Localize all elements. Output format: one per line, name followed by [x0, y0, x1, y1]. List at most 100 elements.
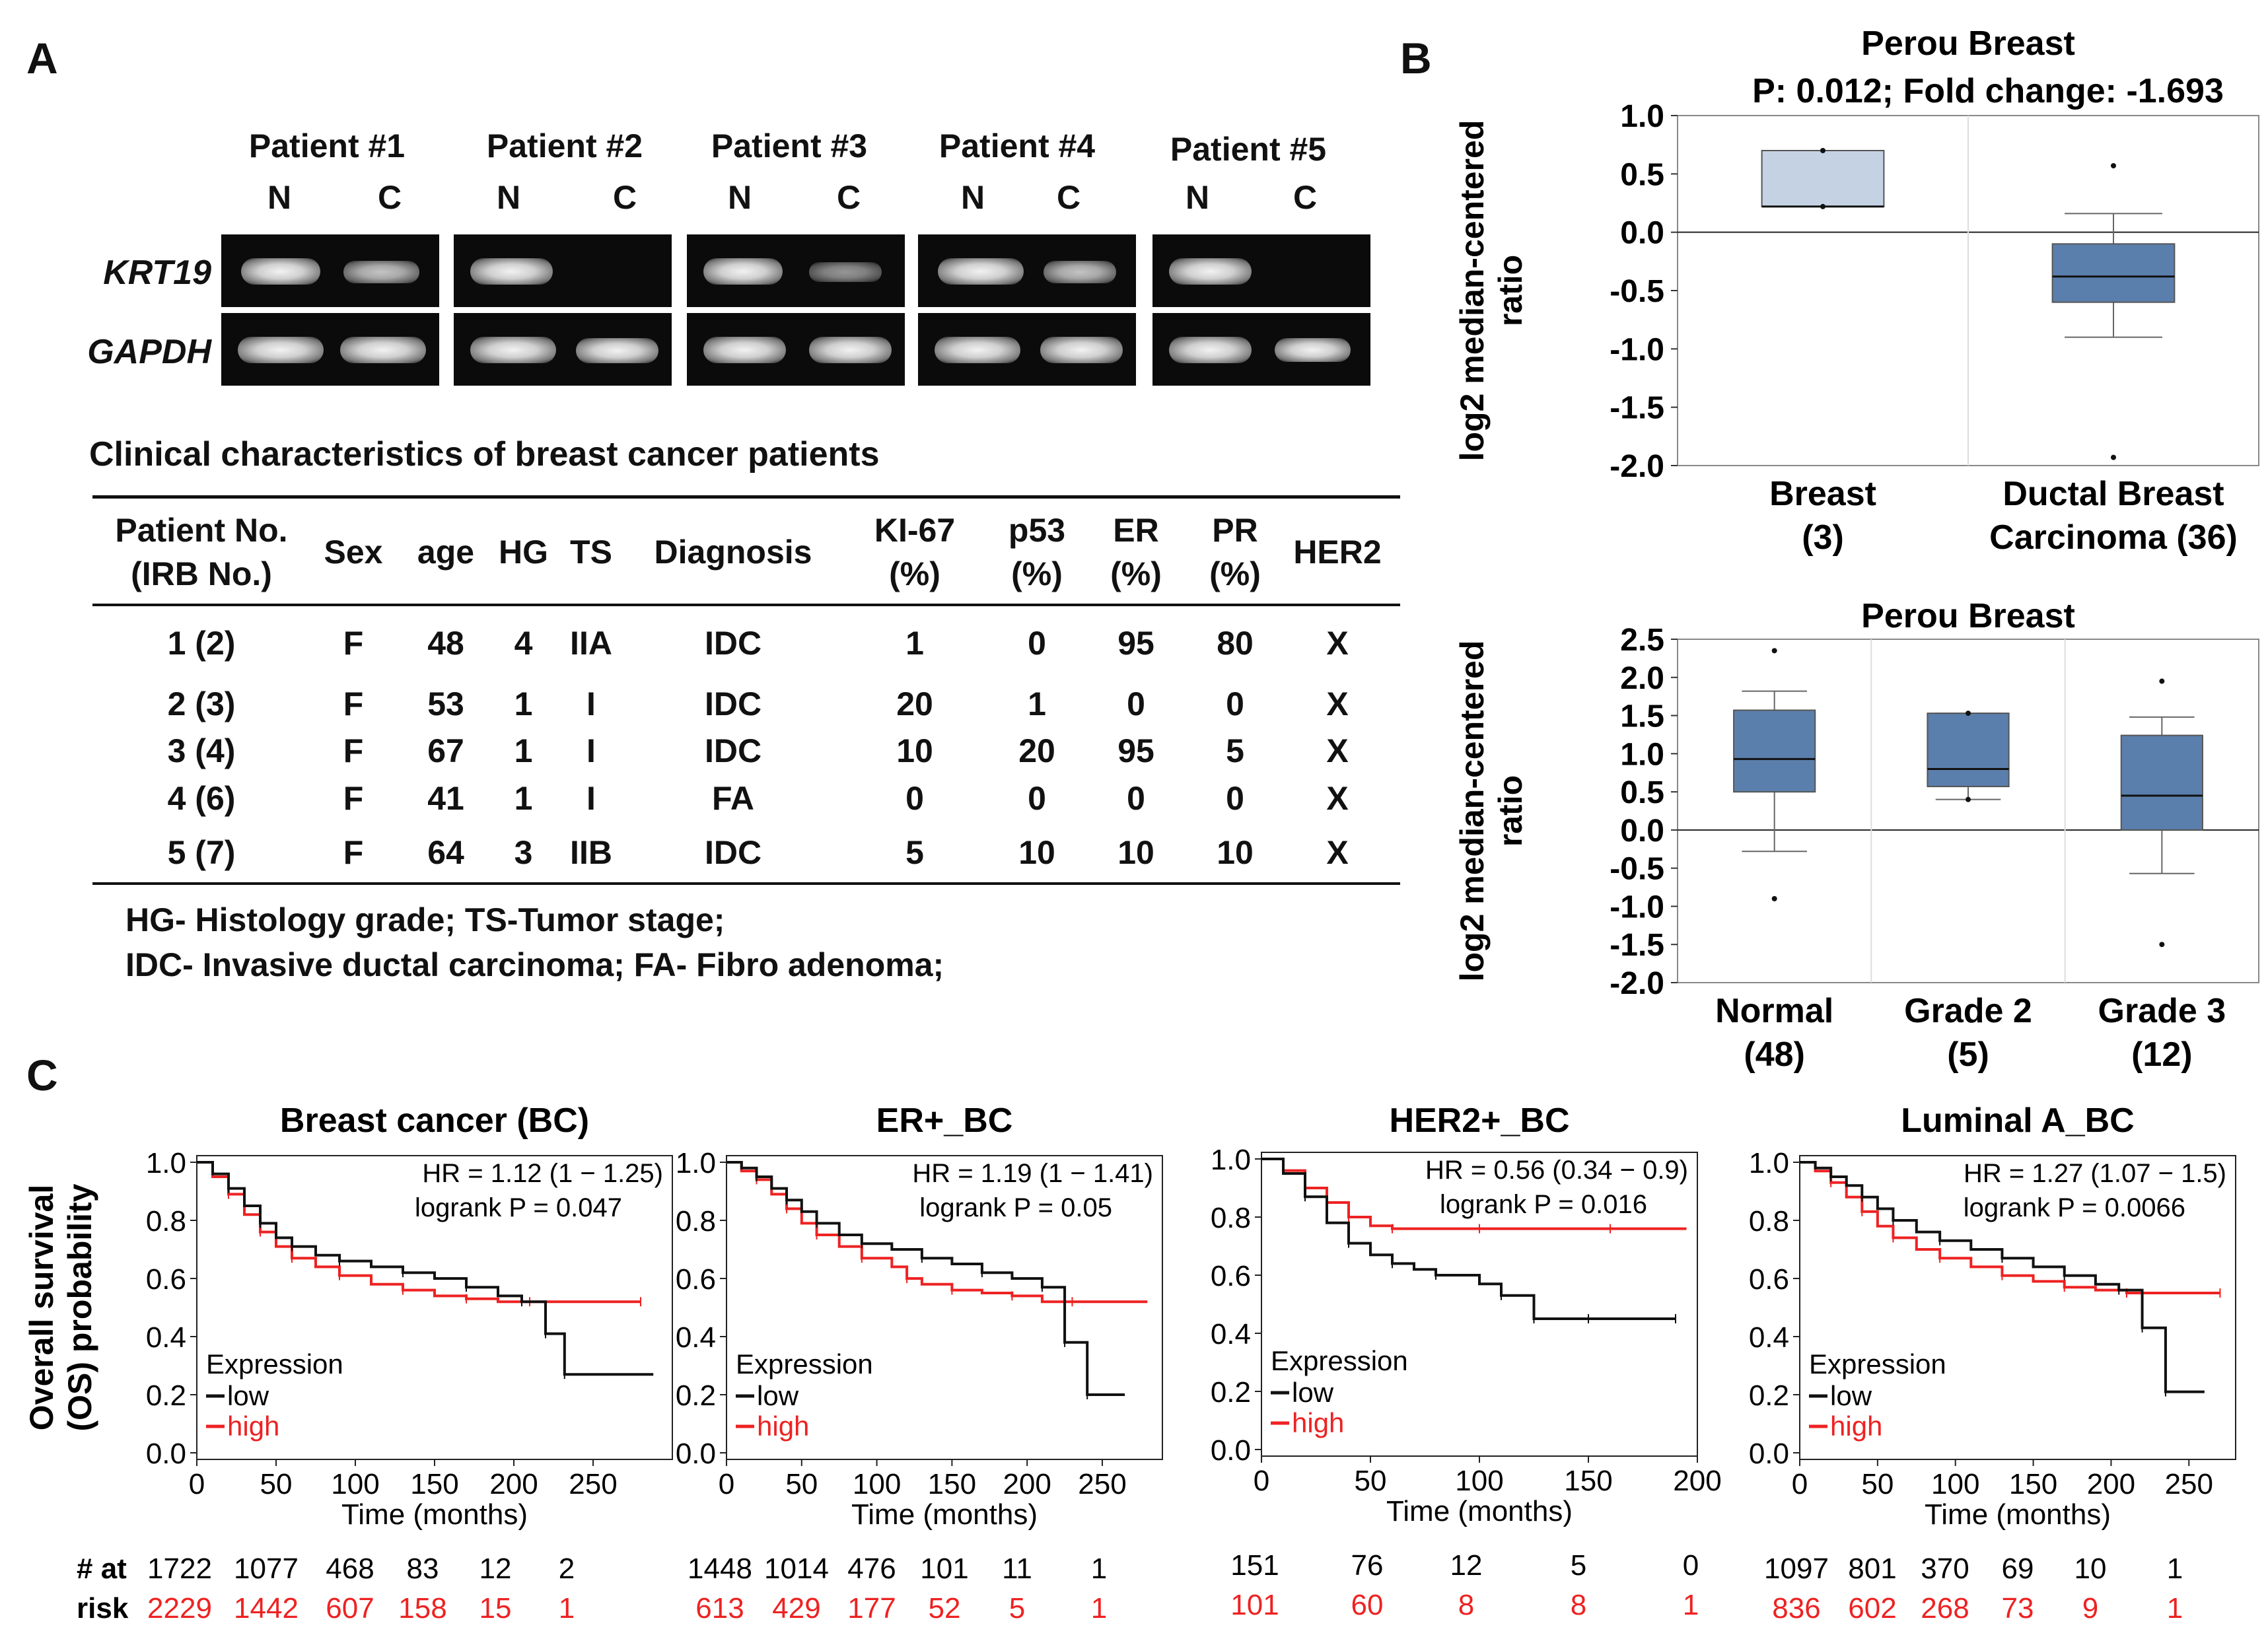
risk-count-low: 151 — [1230, 1549, 1279, 1582]
y-tick-label: 0.6 — [146, 1263, 186, 1296]
outlier-point — [2159, 942, 2165, 948]
chart-subtitle: P: 0.012; Fold change: -1.693 — [1752, 72, 2224, 110]
y-tick-label: 0.6 — [1211, 1260, 1251, 1292]
group-label-line-1: Breast — [1769, 475, 1876, 513]
table-cell: 3 — [514, 834, 533, 871]
panel-c-letter: C — [26, 1051, 58, 1100]
patient-1-n: N — [267, 179, 292, 216]
hazard-ratio-text: HR = 1.27 (1.07 − 1.5) — [1964, 1159, 2226, 1188]
table-header-cell: TS — [570, 534, 612, 571]
legend-label-high: high — [1830, 1411, 1882, 1442]
table-cell: 5 (7) — [167, 834, 236, 871]
risk-count-low: 1 — [1091, 1553, 1107, 1585]
risk-count-low: 468 — [326, 1553, 374, 1585]
risk-count-high: 101 — [1230, 1589, 1279, 1621]
band — [576, 338, 658, 363]
logrank-text: logrank P = 0.0066 — [1964, 1193, 2185, 1222]
outlier-point — [1771, 895, 1777, 901]
gel-gapdh-patient-1 — [221, 313, 439, 386]
risk-count-low: 1722 — [147, 1553, 212, 1585]
gene-label-krt19: KRT19 — [103, 254, 211, 292]
y-tick-label: 0.4 — [676, 1321, 716, 1354]
x-tick-label: 100 — [1455, 1465, 1503, 1497]
x-axis-label: Time (months) — [1386, 1495, 1573, 1527]
y-axis-label: Overall survival(OS) probability — [26, 1183, 98, 1431]
y-tick-label: 0.0 — [676, 1438, 716, 1470]
y-tick-label: 2.5 — [1620, 623, 1664, 658]
footnote-2: IDC- Invasive ductal carcinoma; FA- Fibr… — [125, 946, 944, 983]
x-tick-label: 150 — [1564, 1465, 1612, 1497]
table-header-cell: ER (%) — [1090, 508, 1182, 596]
legend-title: Expression — [1809, 1348, 1946, 1380]
table-cell: IDC — [704, 834, 762, 871]
y-axis-label-line-1: log2 median-centered — [1454, 641, 1491, 982]
panel-a-letter: A — [26, 34, 58, 83]
box-plot-b2: Perou Breast log2 median-centeredratio 2.5… — [1454, 597, 2259, 1074]
risk-count-low: 12 — [479, 1553, 512, 1585]
x-tick-label: 100 — [331, 1468, 379, 1500]
risk-count-high: 1 — [1683, 1589, 1699, 1621]
risk-count-high: 268 — [1921, 1592, 1969, 1625]
risk-count-low: 1448 — [688, 1553, 752, 1585]
risk-count-high: 1 — [2167, 1592, 2183, 1625]
y-tick-label: 0.2 — [676, 1380, 716, 1412]
table-cell: F — [343, 834, 364, 871]
header-line-1: ER — [1113, 512, 1159, 549]
table-cell: I — [586, 732, 596, 769]
table-cell: 10 — [1217, 834, 1254, 871]
chart-title: Perou Breast — [1861, 597, 2075, 635]
table-cell: 0 — [1226, 780, 1244, 817]
table-cell: 2 (3) — [167, 685, 236, 722]
risk-count-high: 73 — [2002, 1592, 2034, 1625]
y-tick-label: 0.2 — [1211, 1376, 1251, 1409]
legend-title: Expression — [1271, 1345, 1408, 1376]
table-cell: 3 (4) — [167, 732, 236, 769]
x-tick-label: 150 — [928, 1468, 976, 1500]
risk-count-high: 836 — [1772, 1592, 1820, 1625]
y-tick-label: 1.5 — [1620, 699, 1664, 734]
table-header-cell: p53 (%) — [991, 508, 1083, 596]
gel-gapdh-patient-3 — [687, 313, 905, 386]
table-cell: 4 (6) — [167, 780, 236, 817]
logrank-text: logrank P = 0.05 — [919, 1193, 1112, 1222]
band — [703, 258, 783, 285]
plot-frame — [726, 1155, 1163, 1460]
table-cell: IDC — [704, 685, 762, 722]
table-cell: 4 — [514, 625, 533, 662]
risk-count-low: 101 — [920, 1553, 968, 1585]
patient-3-c: C — [837, 179, 861, 216]
y-tick-label: 1.0 — [1211, 1144, 1251, 1176]
risk-count-high: 8 — [1458, 1589, 1474, 1621]
table-cell: 67 — [427, 732, 464, 769]
gel-krt19-patient-1 — [221, 234, 439, 307]
table-header-cell: age — [417, 534, 475, 571]
y-tick-label: 0.4 — [1211, 1318, 1251, 1350]
table-cell: 41 — [427, 780, 464, 817]
table-cell: X — [1326, 834, 1349, 871]
outlier-point — [2111, 454, 2116, 460]
patient-1-c: C — [378, 179, 402, 216]
band — [809, 337, 892, 363]
outlier-point — [1966, 796, 1971, 802]
group-label-line-2: (12) — [2131, 1035, 2192, 1074]
gel-krt19-patient-4 — [918, 234, 1136, 307]
table-cell: X — [1326, 625, 1349, 662]
risk-count-high: 60 — [1351, 1589, 1384, 1621]
risk-count-high: 613 — [695, 1592, 744, 1625]
legend-label-high: high — [227, 1411, 279, 1442]
hazard-ratio-text: HR = 0.56 (0.34 − 0.9) — [1425, 1156, 1688, 1185]
table-cell: 10 — [896, 732, 933, 769]
band — [470, 337, 556, 363]
y-tick-label: 0.8 — [146, 1205, 186, 1238]
y-tick-label: -2.0 — [1610, 449, 1664, 484]
risk-count-low: 370 — [1921, 1553, 1969, 1585]
header-line-1: Patient No. — [115, 512, 288, 549]
band — [809, 262, 882, 282]
y-tick-label: 0.5 — [1620, 157, 1664, 192]
patient-1-label: Patient #1 — [248, 127, 406, 164]
patient-5-c: C — [1293, 179, 1318, 216]
x-axis-label: Time (months) — [851, 1498, 1038, 1531]
band — [238, 337, 324, 363]
group-label-line-2: Carcinoma (36) — [1989, 518, 2238, 557]
patient-3-n: N — [728, 179, 752, 216]
